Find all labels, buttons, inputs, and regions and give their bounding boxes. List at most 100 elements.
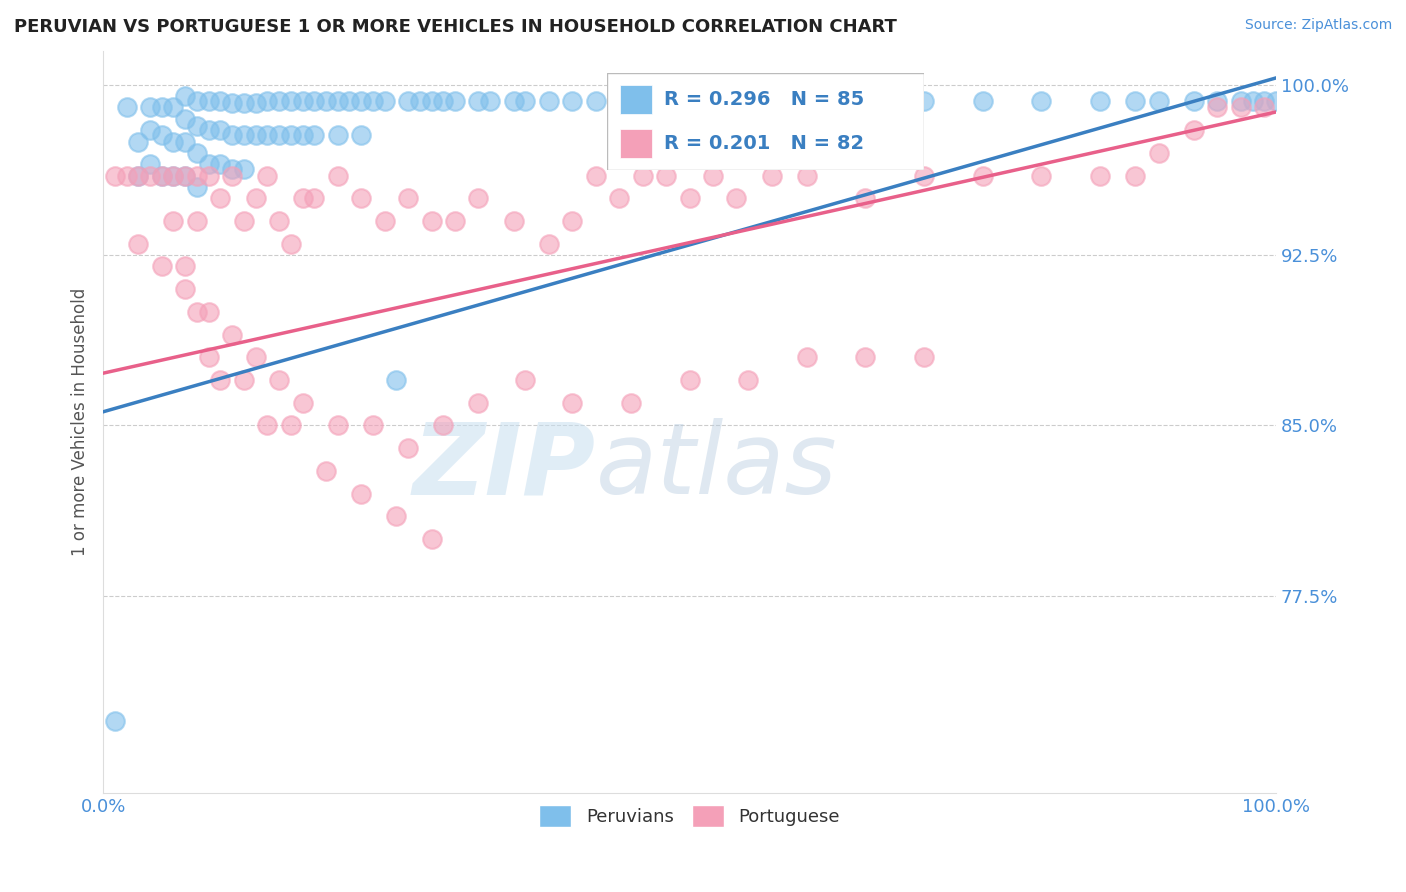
Point xyxy=(291,128,314,142)
Point xyxy=(232,128,254,142)
Point xyxy=(1147,145,1170,160)
Point xyxy=(315,464,337,478)
Point xyxy=(374,94,396,108)
Point xyxy=(186,180,208,194)
Point xyxy=(150,128,173,142)
Point xyxy=(209,373,232,387)
Point xyxy=(162,169,184,183)
Point xyxy=(256,94,278,108)
Point xyxy=(186,145,208,160)
Point xyxy=(150,260,173,274)
Point xyxy=(150,100,173,114)
Point xyxy=(197,351,219,365)
Point xyxy=(267,94,290,108)
Point xyxy=(291,191,314,205)
Point xyxy=(326,94,349,108)
Point xyxy=(1182,123,1205,137)
Point xyxy=(267,214,290,228)
Point xyxy=(302,128,325,142)
Point xyxy=(912,351,935,365)
Point xyxy=(245,191,267,205)
Point xyxy=(761,169,783,183)
Point xyxy=(162,169,184,183)
Point xyxy=(631,169,654,183)
Point xyxy=(232,373,254,387)
Point xyxy=(127,236,149,251)
Point xyxy=(855,94,877,108)
Point xyxy=(197,305,219,319)
Point xyxy=(174,260,197,274)
Point xyxy=(326,128,349,142)
Point xyxy=(326,169,349,183)
Point xyxy=(104,714,127,728)
Point xyxy=(162,214,184,228)
Point xyxy=(396,94,419,108)
Point xyxy=(467,191,489,205)
Point xyxy=(409,94,432,108)
Point xyxy=(561,395,583,409)
Point xyxy=(1088,169,1111,183)
Point xyxy=(361,94,384,108)
Point xyxy=(209,123,232,137)
Point xyxy=(256,418,278,433)
Point xyxy=(315,94,337,108)
Point xyxy=(209,191,232,205)
Point xyxy=(174,112,197,126)
Point xyxy=(350,94,373,108)
Point xyxy=(1241,94,1264,108)
Point xyxy=(221,169,243,183)
Point xyxy=(326,418,349,433)
Point xyxy=(1182,94,1205,108)
Point xyxy=(912,169,935,183)
Text: Source: ZipAtlas.com: Source: ZipAtlas.com xyxy=(1244,18,1392,32)
Text: ZIP: ZIP xyxy=(413,418,596,515)
Point xyxy=(725,191,748,205)
Point xyxy=(245,351,267,365)
Point xyxy=(221,161,243,176)
Point xyxy=(585,94,607,108)
Point xyxy=(655,169,678,183)
Point xyxy=(221,95,243,110)
Point xyxy=(972,94,994,108)
Point xyxy=(245,95,267,110)
Point xyxy=(515,373,537,387)
Point xyxy=(245,128,267,142)
Point xyxy=(1031,94,1053,108)
Point xyxy=(374,214,396,228)
Point xyxy=(796,169,818,183)
Point xyxy=(174,282,197,296)
Point xyxy=(197,157,219,171)
Point xyxy=(197,123,219,137)
Y-axis label: 1 or more Vehicles in Household: 1 or more Vehicles in Household xyxy=(72,288,89,556)
Point xyxy=(1265,94,1288,108)
Point xyxy=(1229,100,1251,114)
Point xyxy=(972,169,994,183)
Point xyxy=(444,214,467,228)
Point xyxy=(620,94,643,108)
Point xyxy=(620,395,643,409)
Point xyxy=(186,214,208,228)
Point xyxy=(350,191,373,205)
Point xyxy=(174,89,197,103)
Point xyxy=(1088,94,1111,108)
Point xyxy=(302,94,325,108)
Point xyxy=(186,305,208,319)
Point xyxy=(432,418,454,433)
Point xyxy=(280,236,302,251)
Point xyxy=(221,128,243,142)
Point xyxy=(291,395,314,409)
Point xyxy=(197,94,219,108)
Point xyxy=(232,161,254,176)
Point xyxy=(1206,94,1229,108)
Point xyxy=(1229,94,1251,108)
Point xyxy=(174,135,197,149)
Point xyxy=(174,169,197,183)
Text: atlas: atlas xyxy=(596,418,838,515)
Legend: Peruvians, Portuguese: Peruvians, Portuguese xyxy=(530,797,849,837)
Point xyxy=(467,395,489,409)
Point xyxy=(1031,169,1053,183)
Point xyxy=(139,100,162,114)
Point xyxy=(678,191,700,205)
Point xyxy=(1123,94,1146,108)
Point xyxy=(796,351,818,365)
